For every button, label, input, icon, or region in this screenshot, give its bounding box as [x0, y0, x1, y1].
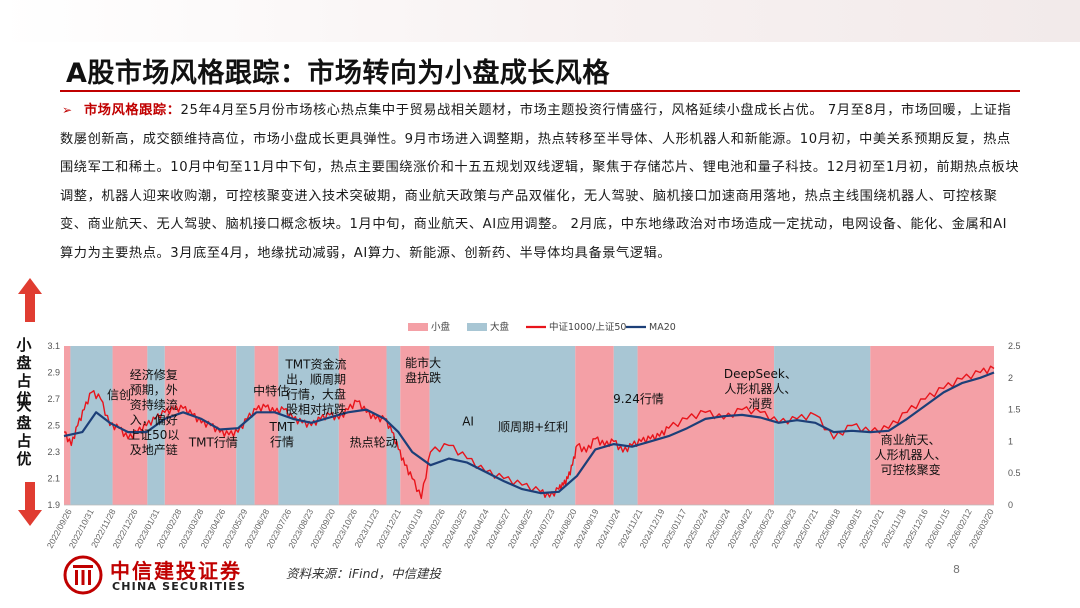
style-rotation-chart: 1.92.12.32.52.72.93.100.511.522.52022/09…	[45, 321, 1021, 550]
event-annotation: 中特估	[253, 383, 289, 398]
page-title: A股市场风格跟踪：市场转向为小盘成长风格	[66, 58, 610, 89]
regime-band-large	[429, 346, 576, 505]
arrow-up-icon	[18, 278, 42, 322]
china-securities-logo	[63, 555, 103, 595]
legend-swatch	[467, 323, 487, 331]
legend-label: 中证1000/上证50	[549, 321, 626, 333]
regime-band-small	[575, 346, 614, 505]
small-cap-label: 小盘占优	[16, 336, 32, 408]
logo-chinese-name: 中信建投证券	[110, 559, 242, 583]
event-annotation: TMT行情	[188, 436, 238, 450]
event-annotation: 9.24行情	[613, 392, 664, 406]
y-left-tick-label: 1.9	[47, 500, 60, 510]
regime-band-small	[637, 346, 775, 505]
y-left-tick-label: 2.1	[47, 474, 60, 484]
arrow-down-icon	[18, 482, 42, 526]
logo-english-name: CHINA SECURITIES	[112, 580, 247, 593]
legend-swatch	[408, 323, 428, 331]
series-line-ma20	[63, 371, 995, 495]
large-cap-label: 大盘占优	[16, 396, 32, 468]
y-left-tick-label: 2.3	[47, 447, 60, 457]
y-right-tick-label: 0	[1008, 500, 1013, 510]
y-right-tick-label: 2	[1008, 373, 1013, 383]
title-rule	[60, 90, 1020, 92]
top-band	[0, 0, 1080, 42]
event-annotation: 热点轮动	[350, 436, 398, 450]
regime-band-large	[386, 346, 401, 505]
series-line-ratio	[64, 365, 995, 500]
commentary-text: 25年4月至5月份市场核心热点集中于贸易战相关题材，市场主题投资行情盛行，风格延…	[60, 103, 1020, 261]
y-left-tick-label: 2.7	[47, 394, 60, 404]
event-annotation: DeepSeek、人形机器人、消费	[724, 367, 797, 411]
regime-band-large	[70, 346, 113, 505]
event-annotation: 顺周期+红利	[498, 419, 568, 434]
legend-label: 大盘	[490, 321, 510, 333]
regime-band-small	[164, 346, 237, 505]
event-annotation: AI	[462, 415, 474, 429]
data-source-note: 资料来源：iFind，中信建投	[286, 566, 441, 581]
y-right-tick-label: 1.5	[1008, 405, 1021, 415]
y-left-tick-label: 3.1	[47, 341, 60, 351]
legend-label: MA20	[649, 322, 676, 333]
regime-band-small	[254, 346, 279, 505]
regime-band-small	[112, 346, 148, 505]
regime-band-small	[64, 346, 71, 505]
regime-band-small	[870, 346, 994, 505]
y-right-tick-label: 1	[1008, 436, 1013, 446]
event-annotation: 能市大盘抗跌	[405, 355, 441, 385]
regime-band-large	[236, 346, 255, 505]
legend-label: 小盘	[431, 321, 451, 333]
regime-band-large	[613, 346, 638, 505]
commentary-paragraph: ➢ 市场风格跟踪：25年4月至5月份市场核心热点集中于贸易战相关题材，市场主题投资…	[60, 96, 1020, 269]
page-number: 8	[953, 563, 960, 576]
event-annotation: 商业航天、人形机器人、可控核聚变	[875, 432, 947, 477]
bullet-arrow-icon: ➢	[62, 103, 73, 117]
regime-band-small	[338, 346, 387, 505]
regime-band-small	[400, 346, 430, 505]
commentary-lead: 市场风格跟踪：	[84, 103, 181, 118]
event-annotation: 信创	[107, 388, 131, 402]
event-annotation: TMT资金流出，顺周期行情，大盘股相对抗跌	[284, 357, 346, 417]
regime-band-large	[278, 346, 339, 505]
y-left-tick-label: 2.5	[47, 421, 60, 431]
y-right-tick-label: 2.5	[1008, 341, 1021, 351]
y-left-tick-label: 2.9	[47, 368, 60, 378]
event-annotation: 经济修复预期，外资持续流入，偏好上证50以及地产链	[128, 367, 179, 457]
y-right-tick-label: 0.5	[1008, 468, 1021, 478]
